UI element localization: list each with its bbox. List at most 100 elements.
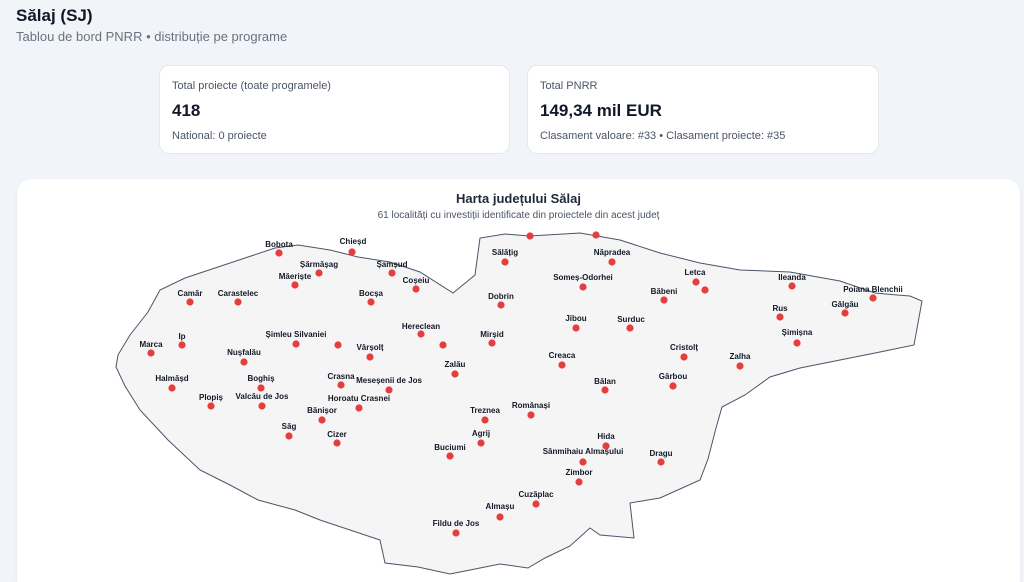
locality-marker[interactable] [318, 416, 326, 424]
locality-bobota[interactable]: Bobota [265, 240, 293, 257]
locality-marker[interactable] [488, 339, 496, 347]
locality-marker[interactable] [736, 362, 744, 370]
locality-surduc[interactable]: Surduc [617, 315, 645, 332]
locality-marker[interactable] [333, 439, 341, 447]
locality-romanasi[interactable]: Românași [512, 401, 550, 419]
locality-sarmasag[interactable]: Șărmășag [300, 260, 338, 277]
locality-maeriste[interactable]: Măeriște [279, 272, 312, 289]
locality-marker[interactable] [207, 402, 215, 410]
locality-simleu-silvaniei[interactable]: Șimleu Silvaniei [266, 330, 327, 348]
locality-babeni[interactable]: Băbeni [651, 287, 678, 304]
locality-marker[interactable] [869, 294, 877, 302]
locality-marker[interactable] [334, 341, 342, 349]
locality-marker[interactable] [292, 340, 300, 348]
locality-marker[interactable] [501, 258, 509, 266]
locality-marker[interactable] [776, 313, 784, 321]
locality-marker[interactable] [234, 298, 242, 306]
locality-marker[interactable] [240, 358, 248, 366]
locality-marker[interactable] [497, 301, 505, 309]
locality-mirsid[interactable]: Mirșid [480, 330, 504, 347]
locality-marker[interactable] [496, 513, 504, 521]
locality-hereclean[interactable]: Hereclean [402, 322, 440, 338]
locality-marker[interactable] [626, 324, 634, 332]
locality-poiana-blenchii[interactable]: Poiana Blenchii [843, 285, 903, 302]
locality-balan[interactable]: Bălan [594, 377, 616, 394]
locality-jibou[interactable]: Jibou [565, 314, 587, 332]
locality-horoatu-crasnei[interactable]: Horoatu Crasnei [328, 394, 390, 412]
locality-dragu[interactable]: Dragu [649, 449, 673, 466]
locality-marker[interactable] [178, 341, 186, 349]
locality-marker[interactable] [417, 330, 425, 338]
locality-marker[interactable] [526, 232, 534, 240]
locality-marker[interactable] [532, 500, 540, 508]
locality-marker[interactable] [275, 249, 283, 257]
locality-banisor[interactable]: Bănișor [307, 406, 337, 424]
locality-napradea[interactable]: Năpradea [594, 248, 631, 266]
locality-carastelec[interactable]: Carastelec [218, 289, 259, 306]
locality-marker[interactable] [258, 402, 266, 410]
locality-marker[interactable] [572, 324, 580, 332]
locality-marker[interactable] [608, 258, 616, 266]
locality-cizer[interactable]: Cizer [327, 430, 347, 447]
locality-marker[interactable] [257, 384, 265, 392]
locality-cuzaplac[interactable]: Cuzăplac [518, 490, 554, 508]
locality-almasu[interactable]: Almașu [486, 502, 515, 521]
locality-marker[interactable] [660, 296, 668, 304]
locality-sag[interactable]: Săg [282, 422, 297, 440]
locality-marker[interactable] [669, 382, 677, 390]
locality-garbou[interactable]: Gârbou [659, 372, 688, 390]
locality-galgau[interactable]: Gâlgău [831, 300, 859, 317]
locality-treznea[interactable]: Treznea [470, 406, 500, 424]
locality-marca[interactable]: Marca [139, 340, 163, 357]
locality-marker[interactable] [602, 442, 610, 450]
locality-zimbor[interactable]: Zimbor [565, 468, 593, 486]
locality-boghis[interactable]: Boghiș [247, 374, 275, 392]
locality-marker[interactable] [385, 386, 393, 394]
locality-marker[interactable] [579, 458, 587, 466]
locality-marker[interactable] [412, 285, 420, 293]
locality-varsolt[interactable]: Vârșolț [356, 343, 384, 361]
county-map[interactable]: Bobota Chieșd Șărmășag Șamșud Măeriște Coșeiu… [17, 179, 1020, 582]
locality-agrij[interactable]: Agrij [472, 429, 490, 447]
locality-marker[interactable] [481, 416, 489, 424]
locality-ip[interactable]: Ip [178, 332, 186, 349]
locality-zalha[interactable]: Zalha [730, 352, 751, 370]
locality-marker[interactable] [793, 339, 801, 347]
locality-dobrin[interactable]: Dobrin [488, 292, 514, 309]
locality-bocsa[interactable]: Bocșa [359, 289, 384, 306]
locality-marker[interactable] [186, 298, 194, 306]
locality-marker[interactable] [692, 278, 700, 286]
locality-marker[interactable] [168, 384, 176, 392]
locality-fildu-de-jos[interactable]: Fildu de Jos [433, 519, 480, 537]
locality-marker[interactable] [452, 529, 460, 537]
locality-zalau[interactable]: Zalău [445, 360, 466, 378]
locality-cristolt[interactable]: Cristolț [670, 343, 698, 361]
locality-marker[interactable] [388, 269, 396, 277]
locality-buciumi[interactable]: Buciumi [434, 443, 466, 460]
locality-marker[interactable] [701, 286, 709, 294]
locality-marker[interactable] [579, 283, 587, 291]
locality-simisna[interactable]: Șimișna [782, 328, 813, 347]
locality-marker[interactable] [477, 439, 485, 447]
locality-marker[interactable] [291, 281, 299, 289]
locality-nusfalau[interactable]: Nușfalău [227, 348, 261, 366]
locality-marker[interactable] [575, 478, 583, 486]
locality-marker[interactable] [592, 231, 600, 239]
locality-ileanda[interactable]: Ileanda [778, 273, 806, 290]
locality-plopis[interactable]: Plopiș [199, 393, 224, 410]
locality-marker[interactable] [527, 411, 535, 419]
locality-marker[interactable] [657, 458, 665, 466]
locality-marker[interactable] [558, 361, 566, 369]
locality-mesesenii-de-jos[interactable]: Meseșenii de Jos [356, 376, 422, 394]
locality-marker[interactable] [315, 269, 323, 277]
locality-rus[interactable]: Rus [772, 304, 788, 321]
locality-marker[interactable] [601, 386, 609, 394]
locality-salatig[interactable]: Sălățig [492, 248, 518, 266]
locality-marker[interactable] [348, 248, 356, 256]
locality-samsud[interactable]: Șamșud [376, 260, 408, 277]
locality-chiesd[interactable]: Chieșd [340, 237, 367, 256]
locality-marker[interactable] [285, 432, 293, 440]
locality-hida[interactable]: Hida [597, 432, 615, 450]
locality-crasna[interactable]: Crasna [327, 372, 355, 389]
locality-marker[interactable] [788, 282, 796, 290]
